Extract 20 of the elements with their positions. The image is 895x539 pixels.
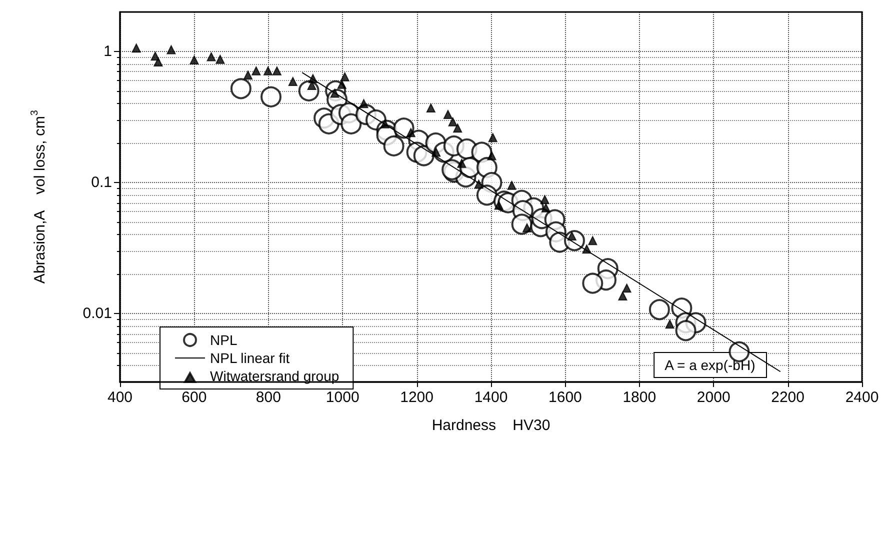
x-tick-label: 800 [256,389,281,406]
x-axis-title: Hardness HV30 [432,417,550,434]
x-tick-label: 1400 [474,389,508,406]
x-tick-label: 1600 [548,389,582,406]
x-tick-label: 1000 [326,389,360,406]
x-tick-label: 2400 [845,389,879,406]
x-tick-label: 1800 [622,389,656,406]
y-tick-label: 0.01 [82,304,112,322]
annotation: A = a exp(-bH) [664,357,756,373]
x-tick-label: 2000 [696,389,730,406]
x-tick-label: 1200 [400,389,434,406]
y-axis-title: Abrasion,A vol loss, cm3 [30,110,48,284]
legend-label: NPL [210,332,238,348]
legend-label: NPL linear fit [210,350,290,366]
x-tick-label: 600 [182,389,207,406]
x-tick-label: 2200 [771,389,804,406]
y-tick-label: 0.1 [91,174,112,191]
y-tick-label: 1 [104,42,112,60]
legend-label: Witwatersrand group [210,368,340,384]
x-tick-label: 400 [107,389,133,406]
